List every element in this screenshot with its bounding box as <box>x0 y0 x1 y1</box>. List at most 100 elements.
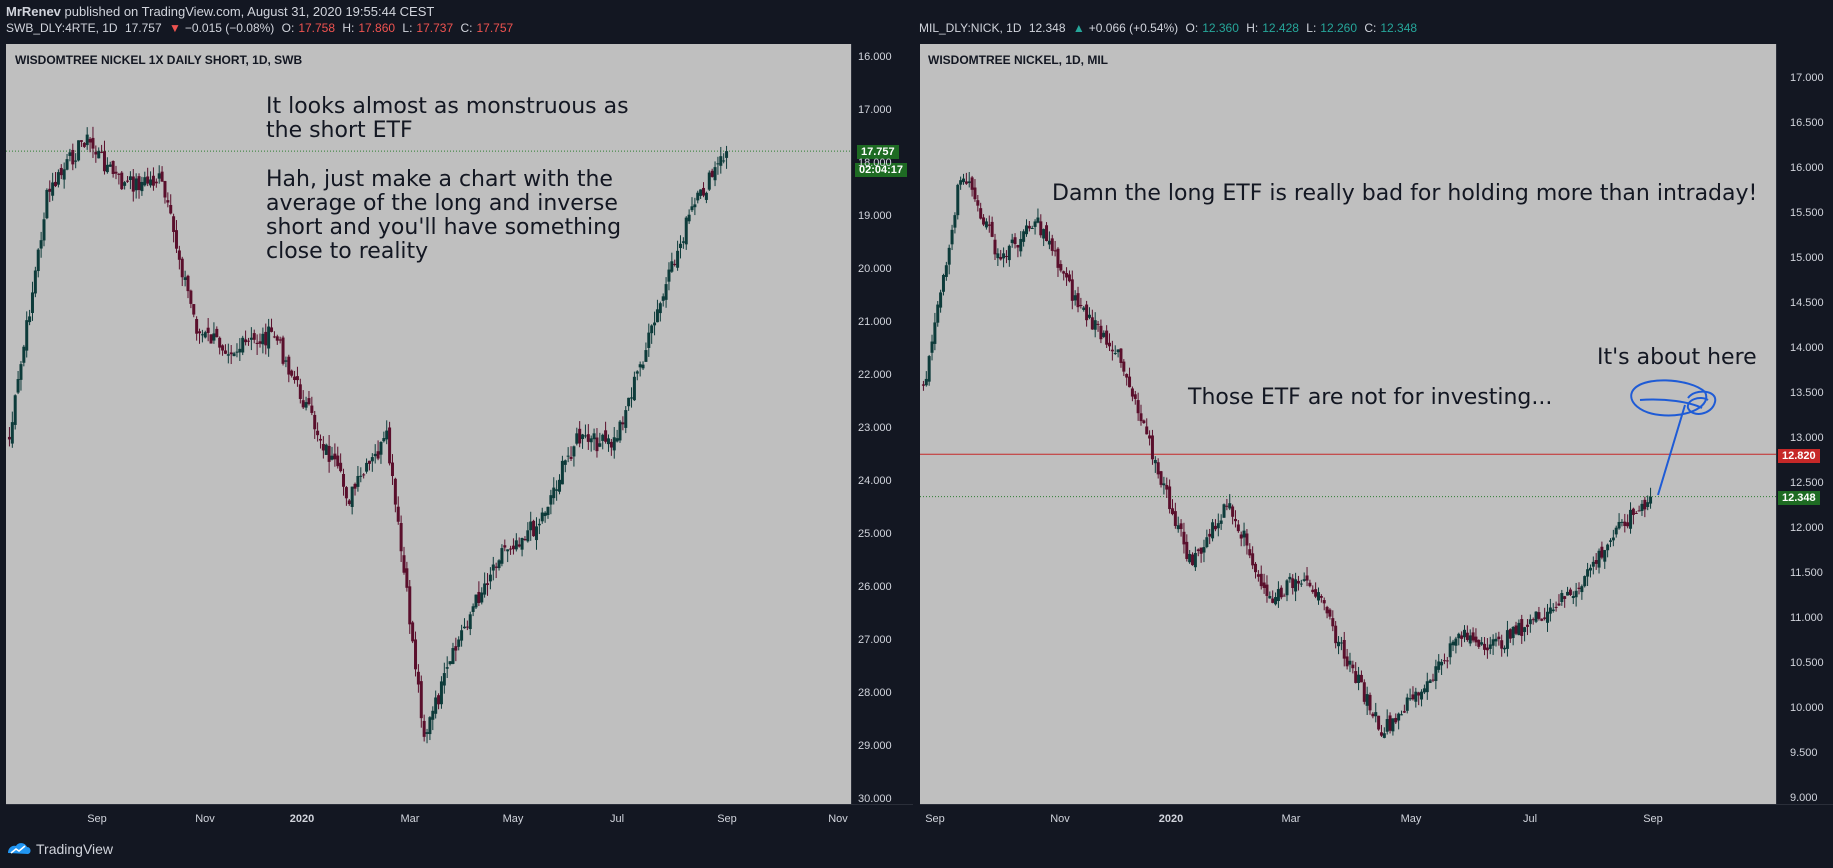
left-x-tick: Jul <box>609 813 625 825</box>
right-change: +0.066 (+0.54%) <box>1088 21 1179 35</box>
candle-body <box>1457 633 1461 639</box>
left-price-tag: 17.757 <box>857 145 899 159</box>
candle-body <box>511 545 515 550</box>
candle-body <box>215 328 219 338</box>
candle-body <box>422 720 426 737</box>
right-y-tick: 17.000 <box>1790 72 1824 84</box>
left-chart-pane[interactable] <box>6 44 851 804</box>
candle-body <box>1047 240 1051 245</box>
right-x-tick: Mar <box>1281 813 1301 825</box>
left-note-2-line: close to reality <box>266 239 429 264</box>
left-chart-title: WISDOMTREE NICKEL 1X DAILY SHORT, 1D, SW… <box>15 53 303 67</box>
right-x-tick: 2020 <box>1158 813 1184 825</box>
candle-body <box>1402 711 1406 713</box>
candle-body <box>428 717 432 735</box>
candle-body <box>702 187 706 196</box>
candle-body <box>154 181 158 184</box>
candle-body <box>451 648 455 664</box>
candle-body <box>581 434 585 440</box>
candle-body <box>1288 576 1292 580</box>
candle-body <box>1397 713 1401 721</box>
candle-body <box>1202 547 1206 553</box>
right-price-axis[interactable] <box>1776 44 1833 804</box>
candle-body <box>59 167 63 176</box>
left-note-2: Hah, just make a chart with the average … <box>266 168 621 264</box>
candle-body <box>477 591 481 603</box>
candle-body <box>1085 304 1089 321</box>
candle-body <box>1546 611 1550 623</box>
left-symbol[interactable]: SWB_DLY:4RTE, 1D <box>6 21 118 35</box>
right-chart-pane[interactable] <box>920 44 1776 804</box>
candle-body <box>673 263 677 266</box>
candle-body <box>488 574 492 582</box>
left-x-tick: 2020 <box>289 813 315 825</box>
candle-body <box>85 134 89 146</box>
right-time-axis[interactable] <box>920 804 1833 831</box>
candle-body <box>1339 642 1343 644</box>
candle-body <box>1600 546 1604 558</box>
candle-body <box>1548 607 1552 614</box>
candle-body <box>172 216 176 232</box>
candle-body <box>540 512 544 522</box>
candle-body <box>1099 325 1103 340</box>
candle-body <box>1462 629 1466 638</box>
candle-body <box>1191 554 1195 566</box>
candle-body <box>465 626 469 628</box>
candle-body <box>520 537 524 550</box>
candle-body <box>1193 552 1197 568</box>
left-time-axis[interactable] <box>6 804 913 831</box>
candle-body <box>365 462 369 472</box>
candle-body <box>120 172 124 190</box>
candle-body <box>131 176 135 192</box>
candle-body <box>1105 330 1109 345</box>
left-x-tick: Sep <box>717 813 737 825</box>
candle-body <box>589 438 593 443</box>
candle-body <box>1173 511 1177 526</box>
candle-body <box>964 181 968 184</box>
candle-body <box>696 192 700 201</box>
right-x-tick: Nov <box>1050 813 1070 825</box>
left-open: 17.758 <box>298 21 336 35</box>
candle-body <box>97 150 101 159</box>
candle-body <box>1205 537 1209 547</box>
candle-body <box>442 673 446 686</box>
candle-body <box>1316 592 1320 601</box>
candle-body <box>944 265 948 277</box>
candle-body <box>396 506 400 522</box>
candle-body <box>719 156 723 166</box>
candle-body <box>1145 426 1149 435</box>
candle-body <box>206 327 210 333</box>
candle-body <box>967 181 971 184</box>
candle-body <box>1640 503 1644 511</box>
candle-body <box>1520 619 1524 636</box>
right-x-tick: Sep <box>1643 813 1663 825</box>
candle-body <box>157 173 161 179</box>
candle-body <box>653 322 657 326</box>
candle-body <box>474 594 478 608</box>
candle-body <box>318 438 322 441</box>
candle-body <box>321 444 325 451</box>
candle-body <box>1517 622 1521 636</box>
author-name[interactable]: MrRenev <box>6 4 61 19</box>
candle-body <box>1276 589 1280 602</box>
candle-body <box>1500 640 1504 649</box>
footer-brand[interactable]: TradingView <box>6 841 113 857</box>
candle-body <box>1388 715 1392 731</box>
candle-body <box>88 138 92 143</box>
candle-body <box>1050 238 1054 251</box>
candle-body <box>1417 692 1421 696</box>
candle-body <box>1626 522 1630 527</box>
candle-body <box>1033 221 1037 227</box>
candle-body <box>471 606 475 612</box>
right-symbol[interactable]: MIL_DLY:NICK, 1D <box>919 21 1022 35</box>
candle-body <box>200 334 204 336</box>
candle-body <box>1345 656 1349 667</box>
candle-body <box>235 351 239 353</box>
c-label: C: <box>460 21 473 35</box>
candle-body <box>1302 579 1306 581</box>
candle-body <box>1637 510 1641 512</box>
candle-body <box>1133 394 1137 399</box>
candle-body <box>1233 518 1237 522</box>
candle-body <box>1153 459 1157 464</box>
candle-body <box>1268 596 1272 599</box>
